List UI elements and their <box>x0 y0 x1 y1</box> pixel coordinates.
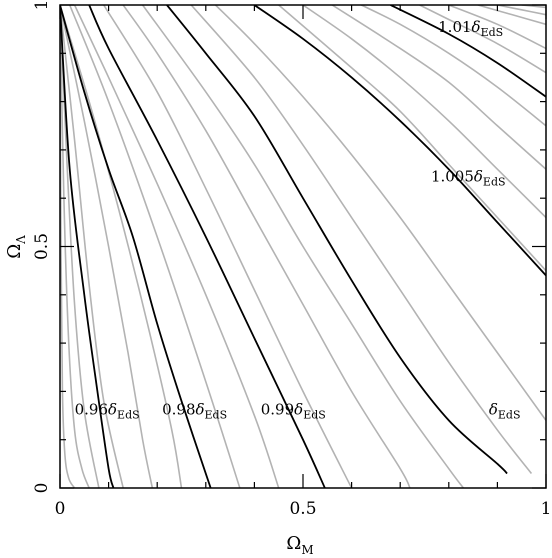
background-curve <box>360 5 546 127</box>
labeled-curve <box>60 5 212 488</box>
labeled-curves <box>60 5 546 488</box>
x-tick-label: 1 <box>541 499 552 519</box>
labeled-curve <box>390 5 546 98</box>
curve-labels: 0.96δEdS 0.98δEdS 0.99δEdS δEdS 1.005δEdS 1.0… <box>75 18 521 422</box>
background-curve <box>103 5 353 488</box>
y-axis-label: ΩΛ <box>4 235 28 259</box>
x-axis-label: ΩM <box>286 533 313 557</box>
background-curve <box>141 5 465 488</box>
background-curve <box>60 5 90 488</box>
labeled-curve <box>60 5 115 488</box>
y-tick-label: 1 <box>32 0 52 10</box>
background-curve <box>190 5 533 475</box>
background-curve <box>477 5 546 26</box>
axis-tick-labels: 0 0.5 1 0 0.5 1 <box>32 0 551 519</box>
labeled-curve <box>253 5 546 277</box>
background-curve <box>60 5 183 488</box>
x-tick-label: 0 <box>55 499 66 519</box>
background-curve <box>497 5 546 16</box>
background-curve <box>68 5 241 488</box>
axis-ticks <box>59 4 547 489</box>
background-curve <box>60 5 100 488</box>
background-curve <box>331 5 546 170</box>
curve-label: δEdS <box>489 401 521 422</box>
y-tick-label: 0.5 <box>32 233 52 260</box>
background-curve <box>302 5 546 219</box>
labeled-curve <box>166 5 508 475</box>
background-curve <box>122 5 411 488</box>
background-curve <box>60 5 124 488</box>
x-tick-label: 0.5 <box>289 499 316 519</box>
labeled-curve <box>88 5 326 488</box>
background-curve <box>448 5 546 50</box>
background-curve <box>419 5 546 74</box>
curve-label: 1.005δEdS <box>431 167 506 188</box>
background-curve <box>73 5 280 488</box>
curve-label: 0.99δEdS <box>261 401 326 422</box>
background-curves <box>60 5 546 488</box>
background-curve <box>278 5 546 272</box>
curve-label: 0.98δEdS <box>162 401 227 422</box>
background-curve <box>60 5 154 488</box>
background-curve <box>214 5 546 421</box>
curve-label: 0.96δEdS <box>75 401 140 422</box>
y-tick-label: 0 <box>32 483 52 494</box>
curve-label: 1.01δEdS <box>438 18 503 39</box>
